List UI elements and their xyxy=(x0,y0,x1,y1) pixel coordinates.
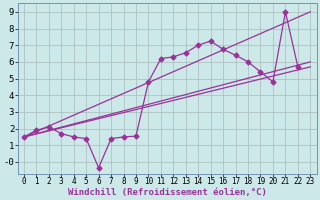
X-axis label: Windchill (Refroidissement éolien,°C): Windchill (Refroidissement éolien,°C) xyxy=(68,188,267,197)
